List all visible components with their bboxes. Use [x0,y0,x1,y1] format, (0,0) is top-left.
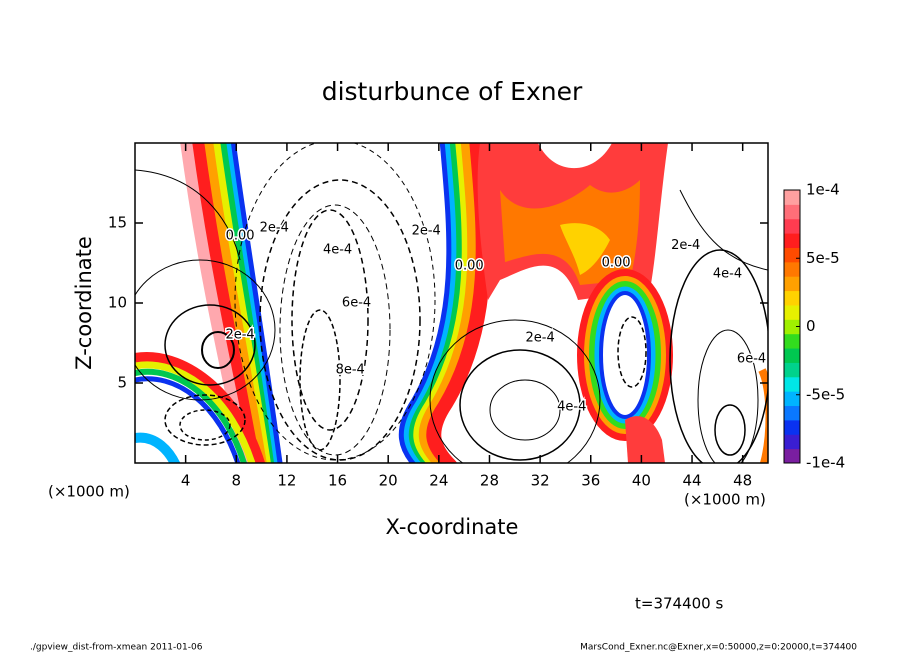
footer-right: MarsCond_Exner.nc@Exner,x=0:50000,z=0:20… [580,643,857,653]
contour-label: 0.00 [602,256,631,271]
x-tick-label: 8 [232,472,242,490]
y-tick-label: 5 [117,374,127,392]
x-tick-label: 36 [581,472,600,490]
colorbar-band [784,391,800,407]
colorbar-band [784,233,800,248]
colorbar-band [784,362,800,378]
y-unit: (×1000 m) [48,483,130,501]
contour-label: 4e-4 [557,400,586,415]
contour-label: 2e-4 [225,328,254,343]
x-tick-label: 24 [429,472,448,490]
contour-line [135,143,768,463]
contour-label: 0.00 [455,259,484,274]
x-axis-label: X-coordinate [386,515,519,539]
colorbar-tick-label: -1e-4 [806,454,845,472]
x-tick-label: 40 [632,472,651,490]
colorbar-band [784,419,800,435]
contour-label: 2e-4 [412,224,441,239]
x-tick-label: 44 [682,472,701,490]
colorbar-tick-label: 5e-5 [806,249,840,267]
filled-contour [577,269,673,441]
time-label: t=374400 s [635,595,723,613]
x-tick-label: 4 [181,472,191,490]
colorbar-tick-label: 0 [806,317,816,335]
y-tick-label: 10 [108,294,127,312]
colorbar-tick-label: -5e-5 [806,385,845,403]
contour-label: 2e-4 [260,220,289,235]
x-tick-label: 16 [328,472,347,490]
contour-label: 2e-4 [526,331,555,346]
contour-label: 8e-4 [336,363,365,378]
colorbar-band [784,348,800,363]
y-axis-label: Z-coordinate [72,236,96,370]
chart-title: disturbunce of Exner [322,77,583,106]
colorbar-tick-label: 1e-4 [806,181,840,199]
colorbar-band [784,434,800,450]
x-unit: (×1000 m) [684,491,766,509]
x-tick-label: 20 [379,472,398,490]
contour-label: 6e-4 [342,296,371,311]
colorbar-band [784,405,800,421]
x-tick-label: 12 [277,472,296,490]
footer-left: ./gpview_dist-from-xmean 2011-01-06 [30,643,203,653]
filled-contour [135,352,768,463]
colorbar-band [784,333,800,349]
colorbar-band [784,261,800,277]
filled-contour [560,223,610,275]
colorbar-band [784,376,800,392]
contour-label: 0.00 [226,228,255,243]
contour-label: 6e-4 [737,352,766,367]
filled-contour [625,416,665,463]
colorbar-band [784,319,800,335]
colorbar-band [784,247,800,263]
contour-label: 4e-4 [713,267,742,282]
colorbar-band [784,276,800,292]
contour-label: 2e-4 [671,238,700,253]
colorbar-band [784,190,800,205]
colorbar-band [784,304,800,320]
colorbar-band [784,290,800,306]
contour-label: 4e-4 [323,243,352,258]
x-tick-label: 28 [480,472,499,490]
filled-contour [180,143,491,463]
x-tick-label: 48 [733,472,752,490]
colorbar-band [784,204,800,220]
colorbar-band [784,218,800,234]
x-tick-label: 32 [531,472,550,490]
colorbar-band [784,448,800,464]
field [135,143,768,463]
y-tick-label: 15 [108,214,127,232]
